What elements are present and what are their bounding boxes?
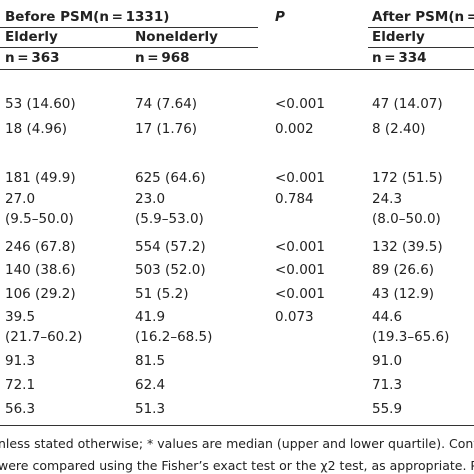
cell: 0.073 [275, 309, 314, 325]
cell: 51.3 [135, 401, 166, 417]
cell: 106 (29.2) [5, 286, 76, 302]
column-header: Nonelderly [135, 29, 218, 45]
cell: 0.784 [275, 191, 314, 207]
cell: 53 (14.60) [5, 96, 76, 112]
cell: 51 (5.2) [135, 286, 189, 302]
cell: 625 (64.6) [135, 170, 206, 186]
cell: 27.0 [5, 191, 36, 207]
count-header: n = 968 [135, 50, 190, 66]
cell: <0.001 [275, 286, 325, 302]
cell: <0.001 [275, 96, 325, 112]
cell: 43 (12.9) [372, 286, 435, 302]
group-header: After PSM(n = ( [372, 9, 474, 25]
cell: (5.9–53.0) [135, 211, 204, 227]
rule [0, 27, 258, 28]
cell: 503 (52.0) [135, 262, 206, 278]
cell: 41.9 [135, 309, 166, 325]
cell: (19.3–65.6) [372, 329, 450, 345]
column-header: Elderly [372, 29, 425, 45]
cell: 39.5 [5, 309, 36, 325]
rule [0, 47, 258, 48]
rule [368, 47, 474, 48]
cell: 24.3 [372, 191, 403, 207]
cell: 18 (4.96) [5, 121, 68, 137]
rule [368, 27, 474, 28]
group-header: P [275, 9, 285, 25]
cell: 89 (26.6) [372, 262, 435, 278]
rule [0, 425, 474, 426]
cell: 55.9 [372, 401, 403, 417]
cell: (9.5–50.0) [5, 211, 74, 227]
cell: 132 (39.5) [372, 239, 443, 255]
group-header: Before PSM(n = 1331) [5, 9, 170, 25]
count-header: n = 363 [5, 50, 60, 66]
cell: 62.4 [135, 377, 166, 393]
cell: 47 (14.07) [372, 96, 443, 112]
cell: 74 (7.64) [135, 96, 198, 112]
cell: 17 (1.76) [135, 121, 198, 137]
cell: 81.5 [135, 353, 166, 369]
cell: 554 (57.2) [135, 239, 206, 255]
cell: 181 (49.9) [5, 170, 76, 186]
footnote: were compared using the Fisher’s exact t… [0, 458, 474, 473]
cell: 71.3 [372, 377, 403, 393]
cell: 0.002 [275, 121, 314, 137]
cell: 140 (38.6) [5, 262, 76, 278]
count-header: n = 334 [372, 50, 427, 66]
cell: 91.0 [372, 353, 403, 369]
cell: <0.001 [275, 239, 325, 255]
column-header: Elderly [5, 29, 58, 45]
cell: 172 (51.5) [372, 170, 443, 186]
rule [0, 69, 474, 70]
cell: <0.001 [275, 262, 325, 278]
cell: 72.1 [5, 377, 36, 393]
cell: 23.0 [135, 191, 166, 207]
cell: 8 (2.40) [372, 121, 426, 137]
cell: (8.0–50.0) [372, 211, 441, 227]
footnote: nless stated otherwise; * values are med… [0, 436, 474, 451]
cell: (16.2–68.5) [135, 329, 213, 345]
cell: (21.7–60.2) [5, 329, 83, 345]
cell: <0.001 [275, 170, 325, 186]
cell: 56.3 [5, 401, 36, 417]
cell: 44.6 [372, 309, 403, 325]
cell: 91.3 [5, 353, 36, 369]
cell: 246 (67.8) [5, 239, 76, 255]
